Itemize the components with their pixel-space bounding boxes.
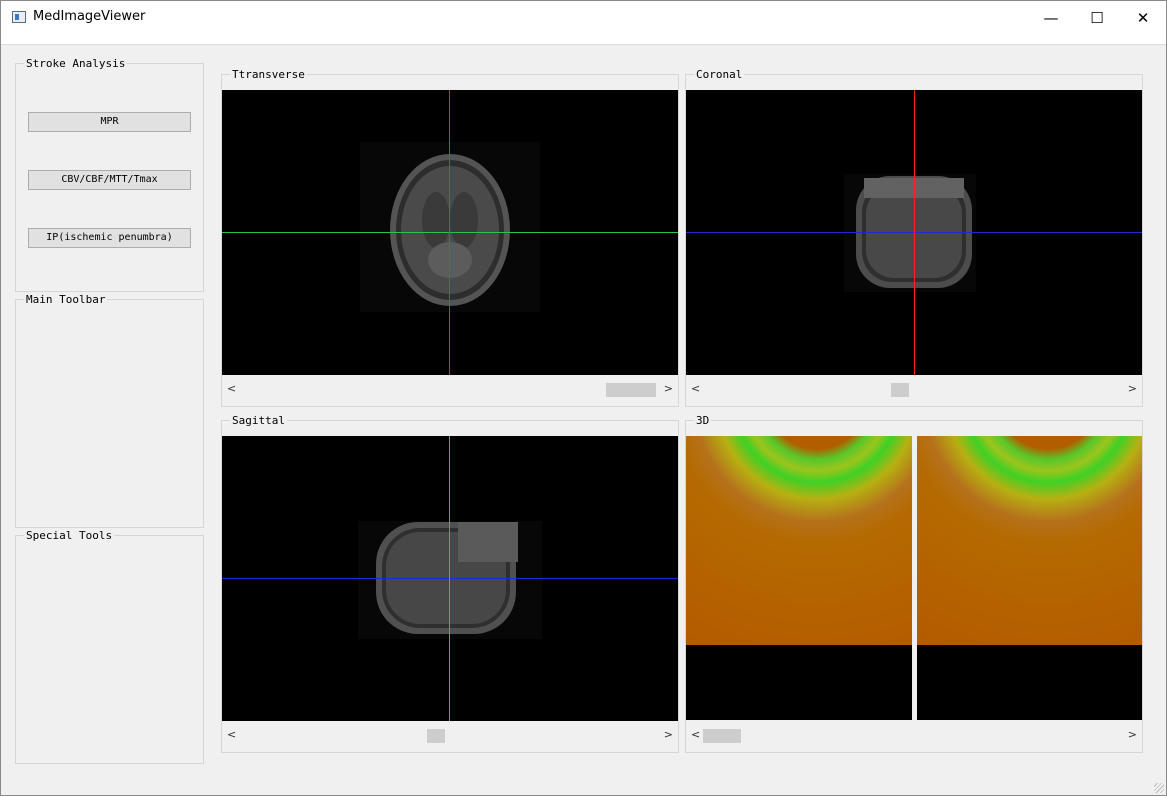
scroll-right-arrow[interactable]: >	[663, 728, 673, 741]
main-toolbar-title: Main Toolbar	[24, 293, 108, 306]
scroll-thumb[interactable]	[703, 729, 741, 743]
scroll-left-arrow[interactable]: <	[691, 382, 701, 395]
transverse-title: Ttransverse	[230, 68, 307, 81]
stroke-analysis-title: Stroke Analysis	[24, 57, 128, 70]
special-tools-group: Special Tools	[15, 529, 204, 764]
scroll-right-arrow[interactable]: >	[1127, 382, 1137, 395]
coronal-panel: Coronal < >	[685, 68, 1143, 407]
coronal-title: Coronal	[694, 68, 745, 81]
volume-render-surface	[917, 436, 1142, 645]
sagittal-scrollbar[interactable]: < >	[222, 721, 678, 750]
stroke-analysis-group: Stroke Analysis MPR CBV/CBF/MTT/Tmax IP(…	[15, 57, 204, 292]
title-bar[interactable]: MedImageViewer — ☐ ✕	[1, 1, 1166, 35]
resize-grip-icon[interactable]	[1154, 783, 1164, 793]
scroll-right-arrow[interactable]: >	[1127, 728, 1137, 741]
menu-bar	[1, 35, 1166, 45]
perfusion-maps-button[interactable]: CBV/CBF/MTT/Tmax	[28, 170, 191, 190]
scroll-left-arrow[interactable]: <	[691, 728, 701, 741]
sagittal-horizontal-crosshair[interactable]	[222, 578, 678, 579]
coronal-vertical-crosshair[interactable]	[914, 90, 915, 375]
maximize-button[interactable]: ☐	[1090, 9, 1104, 27]
minimize-button[interactable]: —	[1043, 9, 1059, 27]
volume-render-left[interactable]	[686, 436, 912, 720]
close-button[interactable]: ✕	[1136, 9, 1150, 27]
special-tools-title: Special Tools	[24, 529, 115, 542]
scroll-thumb[interactable]	[891, 383, 909, 397]
scroll-left-arrow[interactable]: <	[227, 728, 237, 741]
scroll-left-arrow[interactable]: <	[227, 382, 237, 395]
transverse-brain-slice	[360, 142, 540, 312]
main-toolbar-group: Main Toolbar	[15, 293, 204, 528]
coronal-viewport[interactable]	[686, 90, 1142, 375]
sagittal-panel: Sagittal < >	[221, 414, 679, 753]
transverse-scrollbar[interactable]: < >	[222, 375, 678, 404]
transverse-vertical-crosshair[interactable]	[449, 90, 450, 375]
sagittal-vertical-crosshair[interactable]	[449, 436, 450, 721]
scroll-thumb[interactable]	[427, 729, 445, 743]
app-icon	[12, 11, 26, 23]
ischemic-penumbra-button[interactable]: IP(ischemic penumbra)	[28, 228, 191, 248]
window-title: MedImageViewer	[33, 9, 146, 24]
three-d-viewport[interactable]	[686, 436, 1142, 721]
sagittal-viewport[interactable]	[222, 436, 678, 721]
sagittal-title: Sagittal	[230, 414, 287, 427]
scroll-thumb[interactable]	[606, 383, 656, 397]
transverse-panel: Ttransverse < >	[221, 68, 679, 407]
volume-render-right[interactable]	[917, 436, 1142, 720]
three-d-title: 3D	[694, 414, 712, 427]
transverse-viewport[interactable]	[222, 90, 678, 375]
transverse-horizontal-crosshair[interactable]	[222, 232, 678, 233]
mpr-button[interactable]: MPR	[28, 112, 191, 132]
three-d-scrollbar[interactable]: < >	[686, 721, 1142, 750]
three-d-panel: 3D < >	[685, 414, 1143, 753]
volume-render-surface	[686, 436, 912, 645]
scroll-right-arrow[interactable]: >	[663, 382, 673, 395]
coronal-scrollbar[interactable]: < >	[686, 375, 1142, 404]
